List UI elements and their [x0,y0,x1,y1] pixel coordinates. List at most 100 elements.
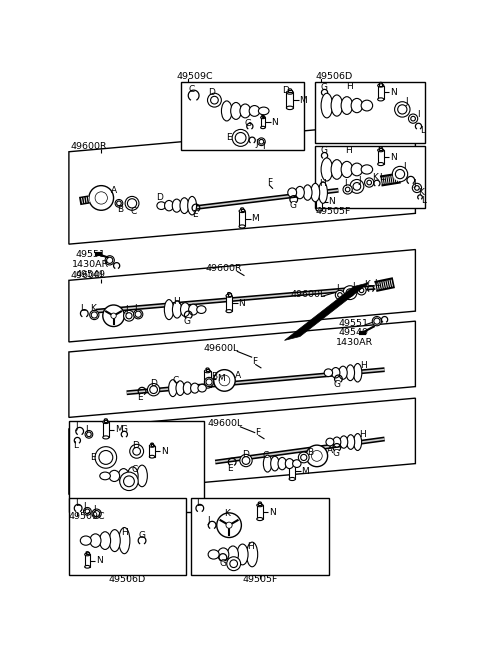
Text: 49600R: 49600R [206,263,242,272]
Text: E: E [228,464,233,473]
Polygon shape [191,498,329,575]
Text: L: L [379,174,384,183]
Text: J: J [125,305,128,314]
Text: 49509C: 49509C [69,512,106,521]
Text: C: C [132,465,138,474]
Text: 49551: 49551 [75,250,105,259]
Text: G: G [244,119,252,128]
Bar [240,208,244,211]
Bar [318,192,321,194]
Ellipse shape [206,368,209,369]
Circle shape [374,318,380,324]
Circle shape [396,170,405,179]
Bar [204,371,211,386]
Ellipse shape [109,530,120,552]
Ellipse shape [333,437,341,447]
Text: N: N [269,508,276,517]
Bar [103,422,109,438]
Ellipse shape [318,191,321,193]
Ellipse shape [168,380,177,397]
Text: J: J [255,139,258,148]
Text: H: H [173,297,180,306]
Ellipse shape [176,381,184,396]
Bar [261,117,265,128]
Circle shape [133,310,143,319]
Ellipse shape [164,299,174,320]
Text: E: E [192,210,198,219]
Text: N: N [271,118,278,127]
Circle shape [395,102,410,117]
Text: 49505F: 49505F [315,208,351,216]
Text: D: D [208,88,215,97]
Circle shape [103,305,124,327]
Text: L: L [75,499,80,508]
Ellipse shape [264,455,272,472]
Circle shape [217,513,241,538]
Ellipse shape [288,188,297,197]
Ellipse shape [331,160,343,179]
Ellipse shape [361,165,372,174]
Text: 49600L: 49600L [207,419,243,428]
Ellipse shape [341,161,353,178]
Ellipse shape [378,98,384,101]
Circle shape [120,472,138,491]
Text: F: F [267,178,273,187]
Polygon shape [69,398,415,495]
Polygon shape [69,321,415,417]
Circle shape [86,432,91,437]
Ellipse shape [237,544,248,565]
Circle shape [85,509,90,514]
Text: I: I [262,142,265,151]
Circle shape [398,105,407,114]
Circle shape [343,286,357,299]
Ellipse shape [86,552,89,553]
Ellipse shape [204,385,211,388]
Text: N: N [238,299,245,308]
Ellipse shape [103,436,109,439]
Circle shape [115,200,123,207]
Text: M: M [300,96,307,105]
Circle shape [365,178,374,187]
Circle shape [259,140,264,144]
Text: L: L [196,499,201,508]
Bar [316,194,322,210]
Text: M: M [252,214,259,223]
Ellipse shape [261,117,265,119]
Ellipse shape [189,304,198,315]
Text: J: J [84,502,86,511]
Text: N: N [328,197,335,206]
Circle shape [258,138,265,145]
Ellipse shape [239,225,245,228]
Ellipse shape [379,147,382,149]
Circle shape [111,313,116,318]
Ellipse shape [226,294,232,297]
Ellipse shape [351,163,362,176]
Text: C: C [189,85,195,94]
Text: H: H [360,360,367,369]
Text: D: D [242,450,249,459]
Circle shape [219,375,230,386]
Text: I: I [85,425,88,434]
Ellipse shape [221,101,232,121]
Text: D: D [132,441,139,449]
Polygon shape [69,121,415,244]
Circle shape [411,117,415,121]
Circle shape [350,179,364,193]
Ellipse shape [149,455,155,458]
Ellipse shape [247,542,258,567]
Ellipse shape [84,553,90,556]
Text: 1430AR: 1430AR [72,261,109,269]
Circle shape [299,452,309,463]
Text: L: L [81,303,85,312]
Ellipse shape [157,202,166,210]
Text: C: C [131,206,137,215]
Circle shape [105,255,114,265]
Ellipse shape [240,104,251,118]
Text: I: I [403,162,406,171]
Ellipse shape [149,445,155,447]
Ellipse shape [239,210,245,213]
Text: N: N [96,556,103,565]
Ellipse shape [218,548,229,561]
Text: N: N [390,153,397,162]
Ellipse shape [249,105,260,117]
